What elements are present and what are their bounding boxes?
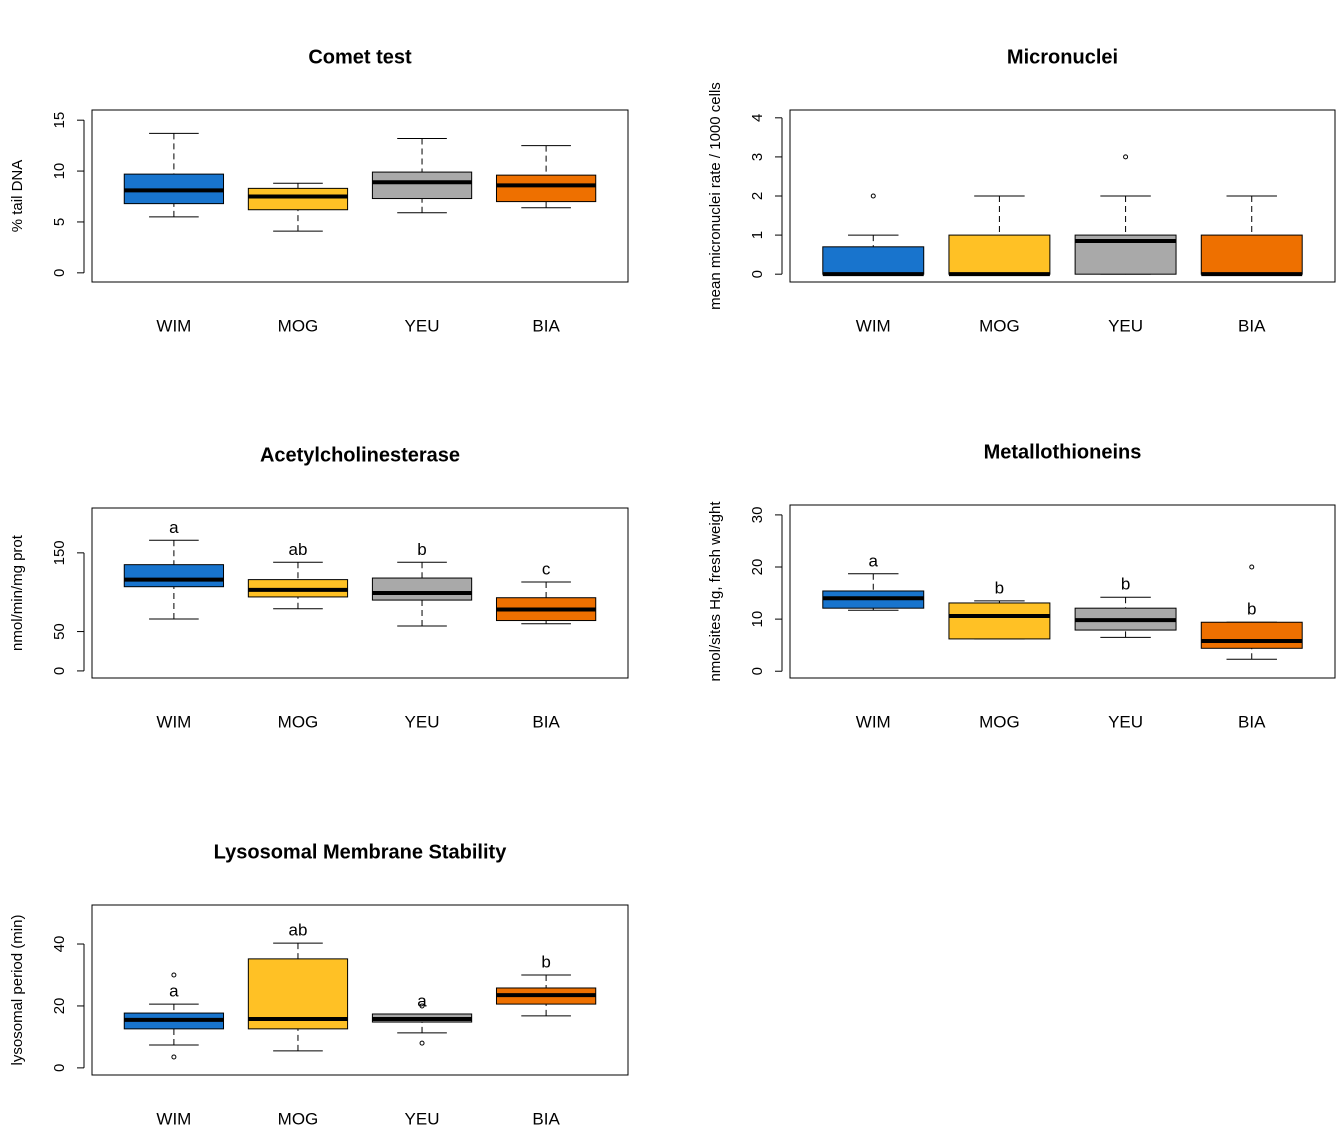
x-tick-label: BIA [532,1109,560,1128]
plot-frame [91,109,629,283]
x-tick-label: MOG [278,712,319,731]
y-axis-label: % tail DNA [9,160,26,233]
y-tick-label: 40 [51,936,68,953]
y-axis-label: nmol/min/mg prot [9,534,26,651]
y-tick-label: 20 [51,998,68,1015]
group-letter: b [1247,600,1256,619]
y-tick-label: 0 [51,667,68,675]
y-tick-label: 2 [749,192,766,200]
group-letter: c [542,559,551,578]
box [1200,234,1303,275]
chart-title: Micronuclei [1007,46,1118,68]
y-tick-label: 50 [51,623,68,640]
x-tick-label: WIM [856,316,891,335]
group-letter: a [169,518,179,537]
box [371,577,473,601]
x-tick-label: YEU [1108,316,1143,335]
group-letter: b [995,578,1004,597]
x-tick-label: WIM [156,712,191,731]
y-tick-label: 0 [51,1064,68,1072]
y-tick-label: 10 [749,611,766,628]
x-tick-label: BIA [532,712,560,731]
chart-title: Comet test [308,46,412,68]
box [948,234,1051,275]
plot-frame [789,109,1336,283]
x-tick-label: BIA [532,316,560,335]
x-tick-label: MOG [979,316,1020,335]
box [822,246,925,275]
y-tick-label: 0 [749,270,766,278]
group-letter: b [1121,575,1130,594]
y-tick-label: 15 [51,112,68,129]
outlier [1249,564,1255,570]
y-tick-label: 3 [749,153,766,161]
y-axis-label: mean micronuclei rate / 1000 cells [707,82,724,310]
y-tick-label: 150 [51,540,68,565]
group-letter: ab [289,921,308,940]
chart-title: Metallothioneins [984,441,1142,463]
group-letter: b [541,952,550,971]
x-tick-label: BIA [1238,712,1266,731]
box [1200,621,1303,649]
outlier [870,193,876,199]
group-letter: a [869,551,879,570]
plot-frame [91,507,629,679]
group-letter: ab [289,540,308,559]
x-tick-label: BIA [1238,316,1266,335]
chart-title: Acetylcholinesterase [260,444,460,466]
x-tick-label: YEU [405,712,440,731]
y-tick-label: 5 [51,218,68,226]
box [123,564,225,588]
y-tick-label: 0 [51,269,68,277]
group-letter: a [417,991,427,1010]
group-letter: a [169,982,179,1001]
x-tick-label: MOG [979,712,1020,731]
x-tick-label: WIM [856,712,891,731]
outlier [419,1040,425,1046]
outlier [171,972,177,978]
y-tick-label: 10 [51,163,68,180]
x-tick-label: YEU [405,1109,440,1128]
chart-title: Lysosomal Membrane Stability [214,841,508,863]
box [495,174,597,203]
x-tick-label: MOG [278,316,319,335]
x-tick-label: MOG [278,1109,319,1128]
plot-frame [789,504,1336,679]
y-axis-label: nmol/sites Hg, fresh weight [707,501,724,682]
box [371,171,473,200]
y-tick-label: 0 [749,667,766,675]
x-tick-label: YEU [405,316,440,335]
outlier [419,1003,425,1009]
group-letter: b [417,540,426,559]
x-tick-label: YEU [1108,712,1143,731]
plot-frame [91,904,629,1076]
x-tick-label: WIM [156,316,191,335]
y-tick-label: 20 [749,559,766,576]
y-tick-label: 30 [749,507,766,524]
box [247,187,349,211]
box [948,602,1051,640]
x-tick-label: WIM [156,1109,191,1128]
y-axis-label: lysosomal period (min) [9,915,26,1066]
outlier [171,1054,177,1060]
y-tick-label: 4 [749,114,766,122]
outlier [1123,154,1129,160]
y-tick-label: 1 [749,231,766,239]
